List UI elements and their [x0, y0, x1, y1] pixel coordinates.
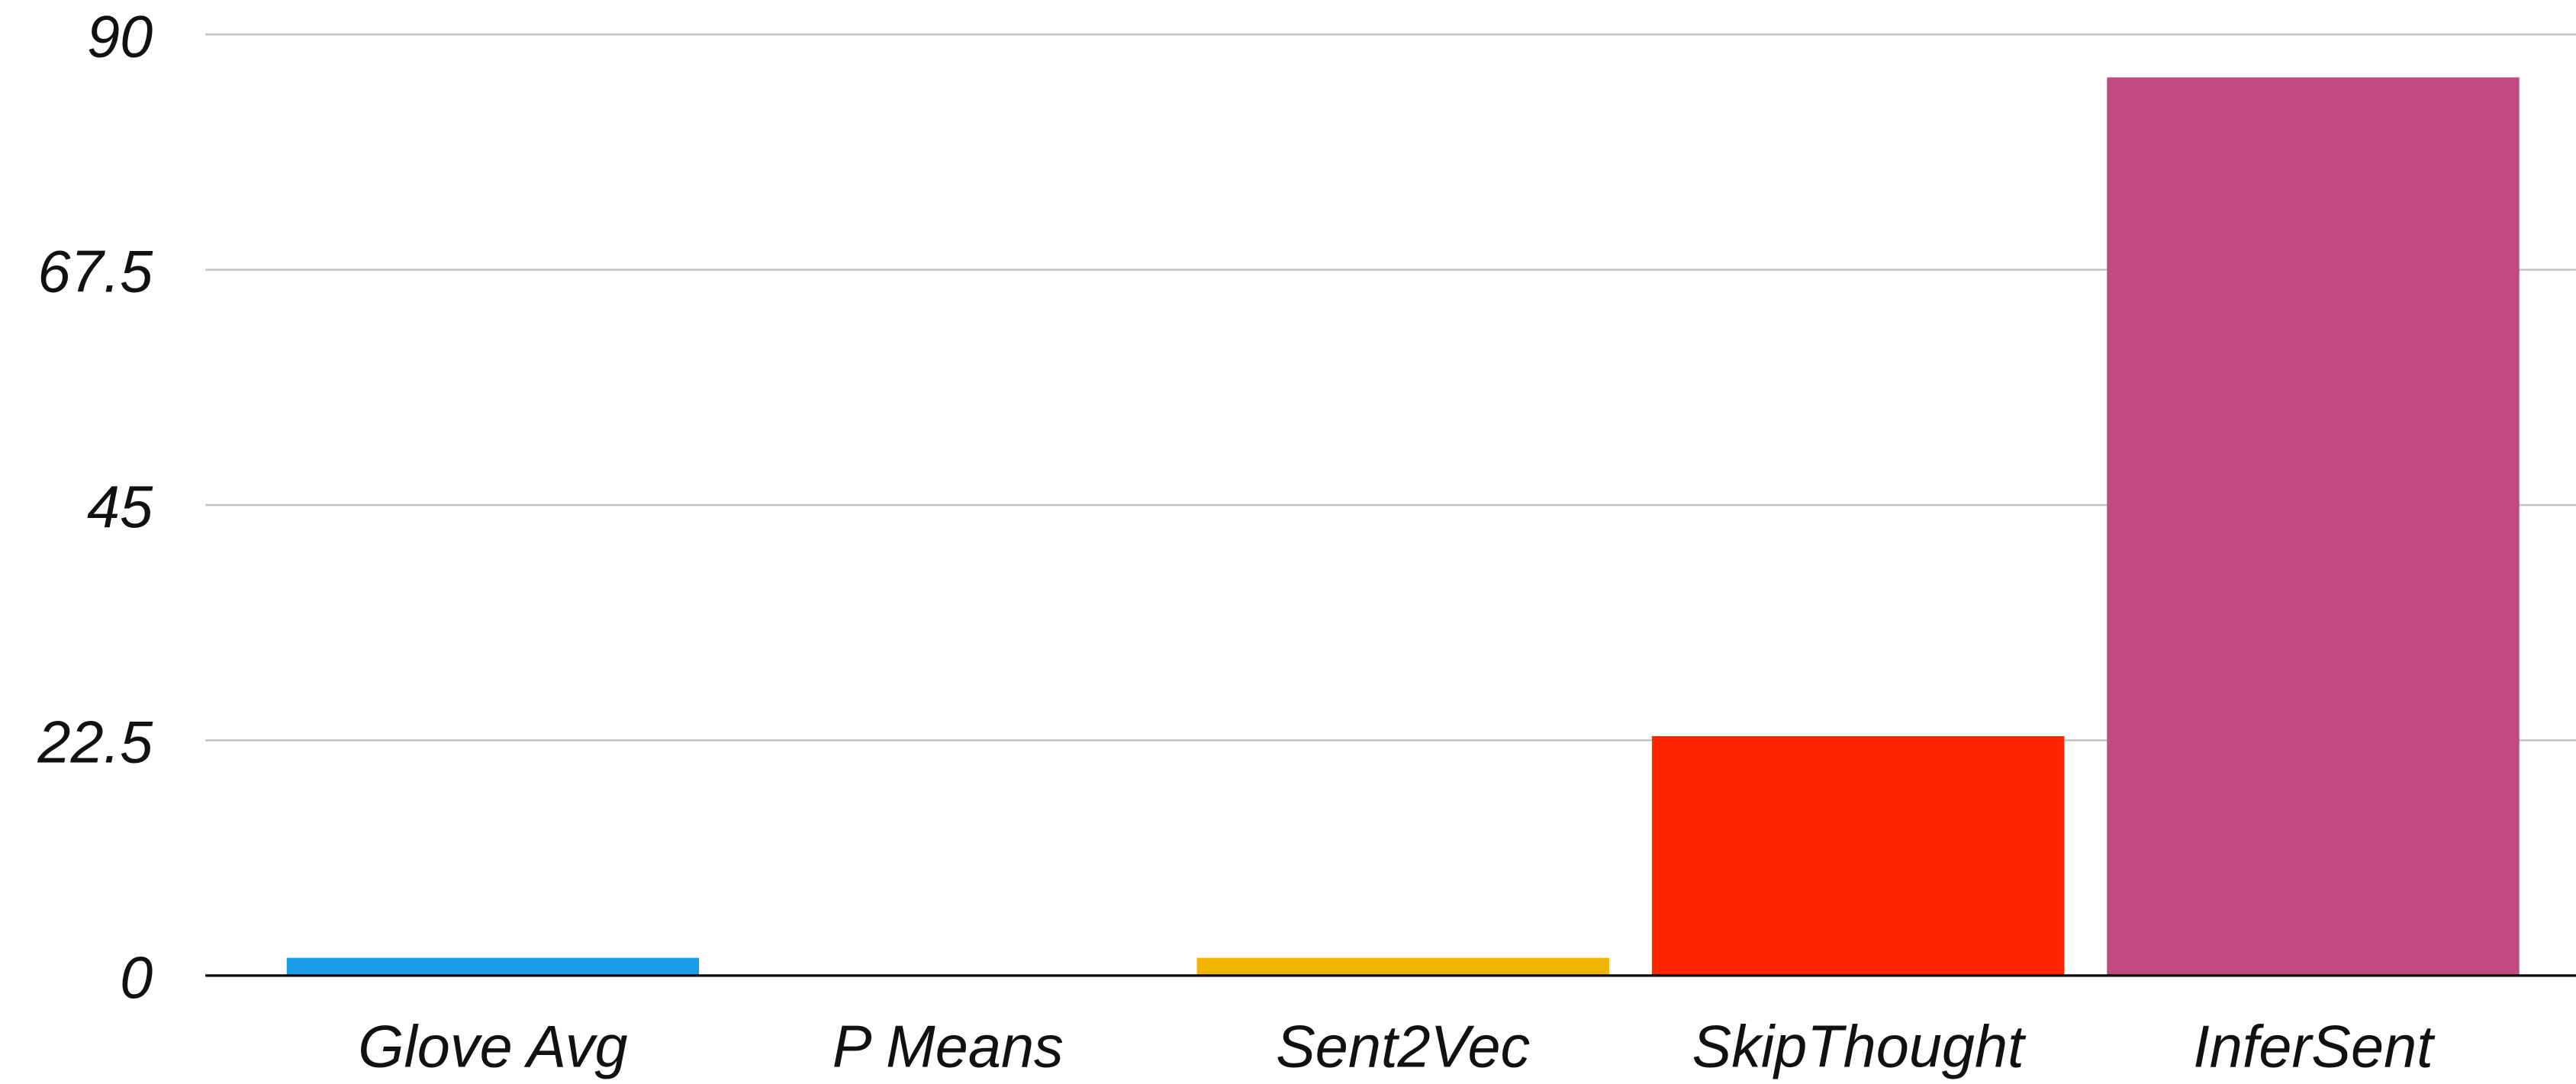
x-tick-label: SkipThought — [1692, 1014, 2027, 1079]
x-tick-label: Sent2Vec — [1276, 1014, 1530, 1079]
bar — [1196, 957, 1609, 976]
bar — [286, 957, 700, 976]
bar — [2107, 77, 2520, 976]
x-tick-label: InferSent — [2193, 1014, 2436, 1079]
y-tick-label: 22.5 — [37, 710, 153, 776]
bar — [1651, 735, 2065, 976]
y-tick-label: 67.5 — [37, 240, 153, 305]
x-tick-label: Glove Avg — [358, 1014, 627, 1079]
y-tick-label: 90 — [87, 4, 153, 69]
y-tick-label: 45 — [87, 474, 153, 540]
y-tick-label: 0 — [120, 945, 153, 1011]
x-tick-label: P Means — [832, 1014, 1064, 1079]
